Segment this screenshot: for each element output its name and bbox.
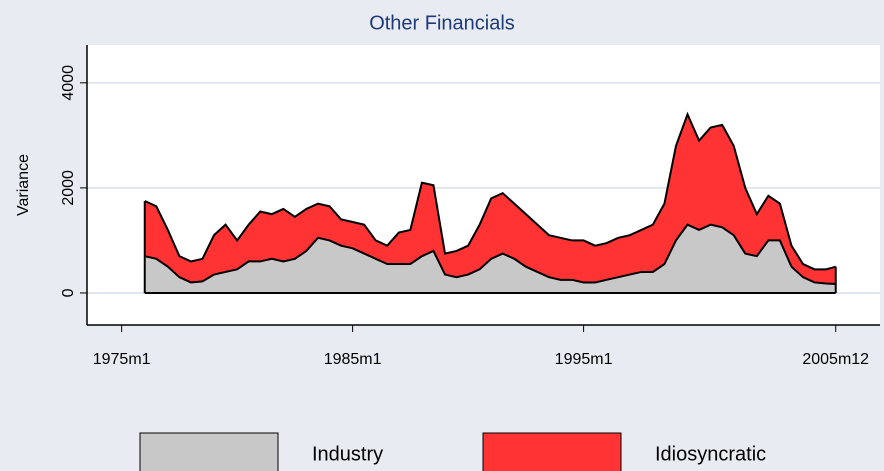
- x-tick-label: 1975m1: [93, 351, 151, 368]
- area-fill: [144, 114, 836, 285]
- y-tick-label: 4000: [60, 65, 77, 101]
- legend-swatch: [139, 432, 279, 471]
- y-tick-label: 0: [60, 288, 77, 297]
- area-fill: [144, 224, 836, 293]
- legend-swatch: [482, 432, 622, 471]
- chart-title: Other Financials: [369, 12, 515, 34]
- x-tick-label: 1985m1: [324, 351, 382, 368]
- legend-label: Industry: [312, 443, 383, 465]
- area-outline: [144, 223, 836, 286]
- x-tick-label: 1995m1: [555, 351, 613, 368]
- y-tick-label: 2000: [60, 170, 77, 206]
- x-tick-label: 2005m12: [802, 351, 869, 368]
- area-outline: [144, 111, 836, 271]
- legend-label: Idiosyncratic: [655, 443, 766, 465]
- y-axis-label: Variance: [15, 154, 32, 216]
